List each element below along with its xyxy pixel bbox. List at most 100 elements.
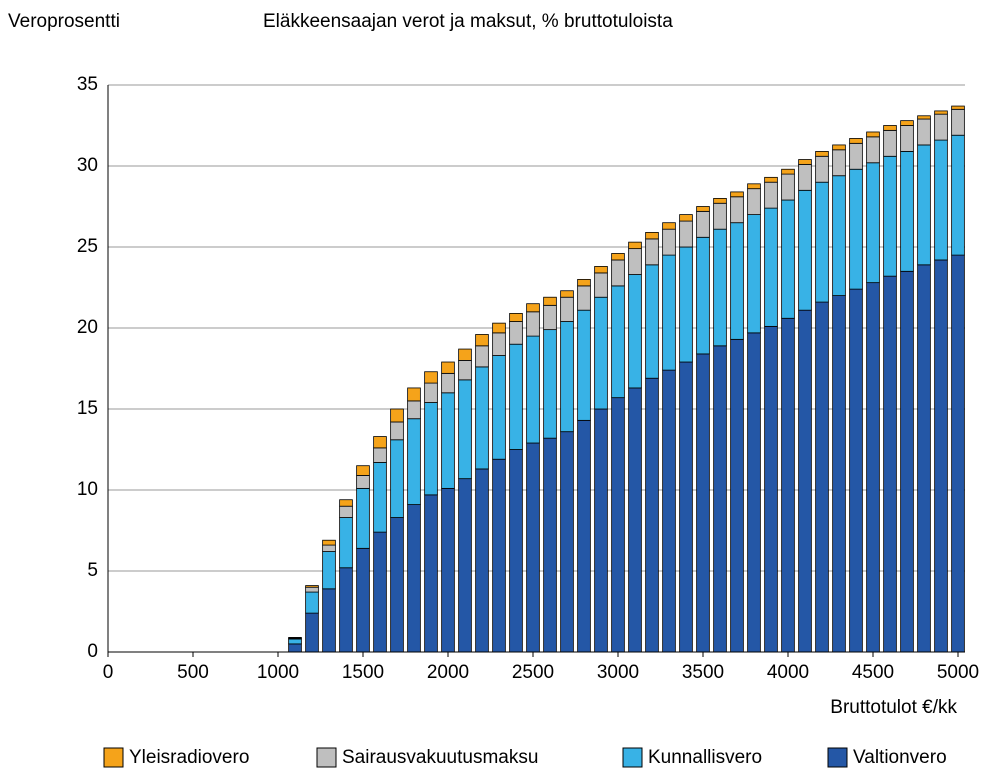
bar-segment: [866, 131, 880, 138]
bar-segment: [951, 254, 965, 653]
bar-segment: [339, 517, 353, 569]
legend-swatch: [622, 747, 643, 768]
x-tick-label: 4500: [852, 662, 894, 683]
bar-segment: [560, 431, 574, 653]
bar-segment: [781, 168, 795, 175]
bar-segment: [543, 304, 557, 331]
x-tick-label: 1000: [257, 662, 299, 683]
bar-segment: [628, 387, 642, 653]
legend-swatch: [103, 747, 124, 768]
bar-segment: [832, 295, 846, 653]
bar-segment: [696, 236, 710, 355]
bar-segment: [730, 338, 744, 653]
bar-segment: [594, 408, 608, 653]
bar-segment: [611, 285, 625, 399]
bar-segment: [849, 142, 863, 170]
legend-swatch: [316, 747, 337, 768]
bar-segment: [577, 419, 591, 653]
bar-segment: [407, 504, 421, 653]
bar-segment: [781, 317, 795, 653]
bar-segment: [492, 458, 506, 653]
bar-segment: [798, 309, 812, 653]
x-axis-label: Bruttotulot €/kk: [830, 697, 957, 718]
bar-segment: [747, 188, 761, 215]
x-tick-label: 5000: [937, 662, 979, 683]
bar-segment: [628, 248, 642, 275]
bar-segment: [781, 199, 795, 319]
bar-segment: [832, 149, 846, 177]
bar-segment: [543, 329, 557, 439]
bar-segment: [390, 421, 404, 441]
bar-segment: [594, 296, 608, 410]
bar-segment: [509, 321, 523, 345]
bar-segment: [373, 531, 387, 653]
bar-segment: [951, 134, 965, 256]
bar-segment: [577, 278, 591, 287]
bar-segment: [441, 392, 455, 489]
bar-segment: [900, 151, 914, 272]
bar-segment: [832, 144, 846, 151]
bar-segment: [305, 586, 319, 593]
bar-segment: [764, 181, 778, 209]
bar-segment: [628, 274, 642, 389]
bar-segment: [577, 285, 591, 311]
y-tick-label: 0: [87, 641, 98, 662]
bar-segment: [747, 214, 761, 334]
legend-label: Sairausvakuutusmaksu: [342, 747, 538, 768]
bar-segment: [883, 155, 897, 277]
bar-segment: [645, 377, 659, 653]
bar-segment: [424, 371, 438, 384]
bar-segment: [730, 222, 744, 340]
x-tick-label: 2500: [512, 662, 554, 683]
bar-segment: [917, 115, 931, 120]
bar-segment: [866, 162, 880, 284]
bar-segment: [764, 325, 778, 653]
bar-segment: [951, 105, 965, 110]
bar-segment: [849, 138, 863, 144]
bar-segment: [475, 345, 489, 368]
bar-segment: [322, 551, 336, 590]
y-tick-label: 20: [77, 317, 98, 338]
x-tick-label: 3000: [597, 662, 639, 683]
bar-segment: [730, 191, 744, 198]
bar-segment: [696, 353, 710, 653]
bar-segment: [798, 163, 812, 191]
bar-segment: [288, 638, 302, 645]
bar-segment: [492, 322, 506, 334]
bar-segment: [288, 643, 302, 653]
bar-segment: [356, 465, 370, 476]
bar-segment: [662, 222, 676, 230]
bar-segment: [407, 400, 421, 420]
bar-segment: [815, 151, 829, 157]
bar-segment: [339, 505, 353, 518]
bar-segment: [662, 369, 676, 653]
bar-segment: [611, 259, 625, 287]
bar-segment: [441, 372, 455, 394]
bar-segment: [492, 355, 506, 460]
bar-segment: [509, 343, 523, 450]
bar-segment: [713, 228, 727, 347]
bar-segment: [509, 449, 523, 653]
bar-segment: [611, 397, 625, 653]
bar-segment: [662, 254, 676, 371]
bar-segment: [356, 475, 370, 489]
bar-segment: [730, 196, 744, 224]
bar-segment: [713, 345, 727, 653]
bar-segment: [849, 288, 863, 653]
bar-segment: [764, 176, 778, 183]
bar-segment: [713, 202, 727, 230]
y-tick-label: 10: [77, 479, 98, 500]
x-tick-label: 4000: [767, 662, 809, 683]
bar-segment: [662, 228, 676, 256]
bar-segment: [883, 275, 897, 653]
y-tick-label: 30: [77, 155, 98, 176]
bar-segment: [577, 309, 591, 421]
x-tick-label: 500: [177, 662, 209, 683]
x-tick-label: 1500: [342, 662, 384, 683]
bar-segment: [849, 168, 863, 290]
bar-segment: [390, 517, 404, 653]
bar-segment: [815, 155, 829, 183]
bar-segment: [441, 361, 455, 374]
bar-segment: [815, 301, 829, 653]
